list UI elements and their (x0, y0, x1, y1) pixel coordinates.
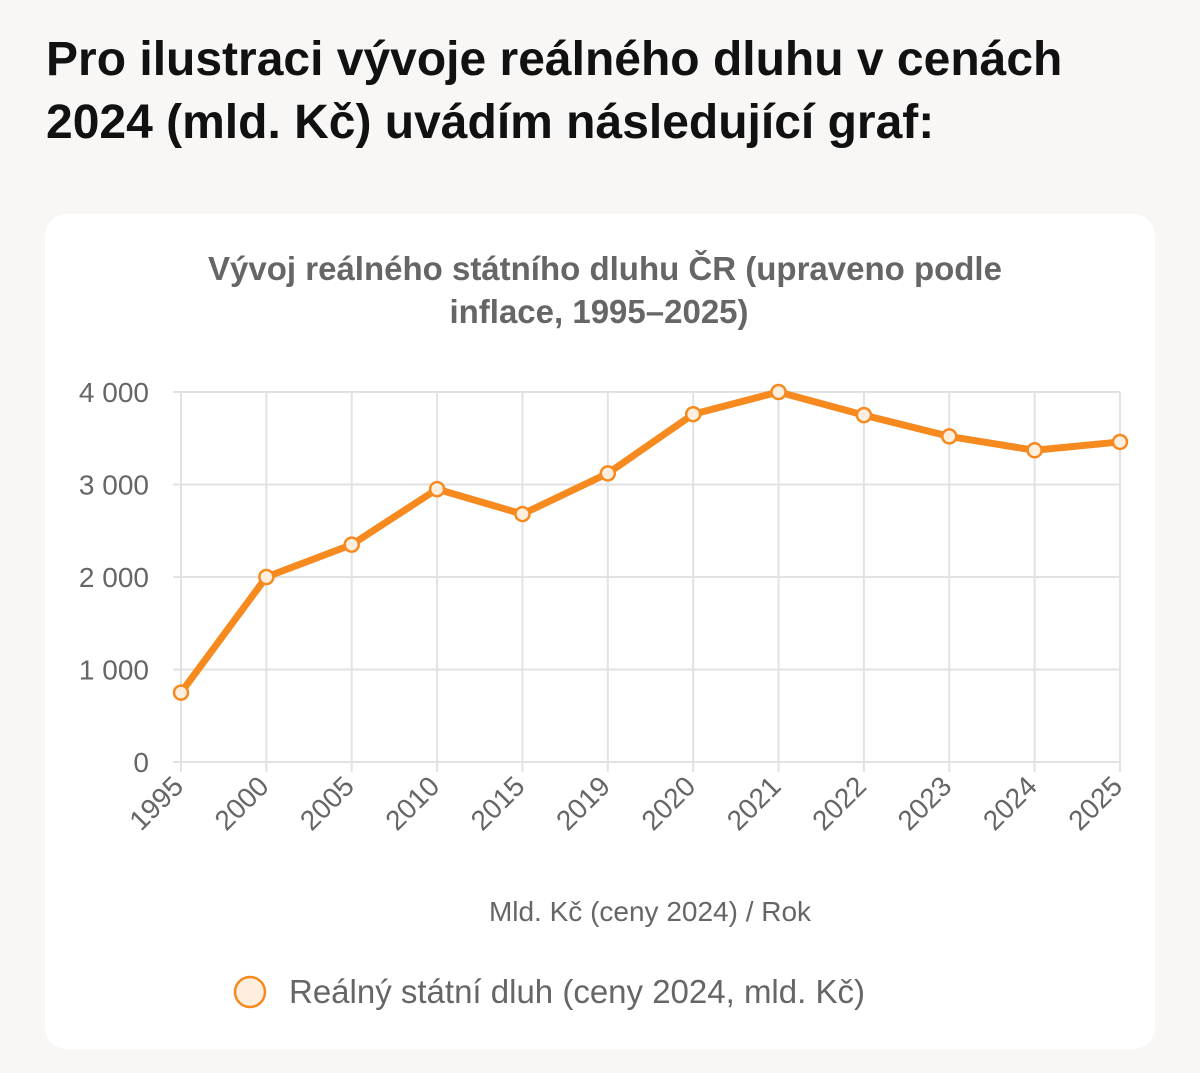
x-tick-label: 2000 (209, 770, 275, 836)
x-tick-label: 2021 (721, 770, 787, 836)
x-axis-ticks: 1995 2000 2005 2010 2015 2019 2020 2021 2022 2023… (123, 770, 1128, 836)
x-tick-label: 2020 (635, 770, 701, 836)
y-tick-label: 2 000 (79, 562, 149, 593)
x-tick-label: 2023 (892, 770, 958, 836)
y-tick-label: 3 000 (79, 470, 149, 501)
x-tick-label: 2019 (550, 770, 616, 836)
series-layer (172, 383, 1129, 701)
data-point[interactable] (258, 568, 275, 586)
chart-card: Vývoj reálného státního dluhu ČR (uprave… (45, 214, 1155, 1049)
y-tick-label: 1 000 (79, 655, 149, 686)
legend-label: Reálný státní dluh (ceny 2024, mld. Kč) (289, 973, 865, 1010)
x-tick-label: 2025 (1062, 770, 1128, 836)
y-tick-label: 4 000 (79, 377, 149, 408)
line-chart: Vývoj reálného státního dluhu ČR (uprave… (79, 249, 1129, 1010)
x-tick-label: 2024 (977, 770, 1043, 836)
intro-heading: Pro ilustraci vývoje reálného dluhu v ce… (46, 33, 1063, 149)
chart-title-line-1: Vývoj reálného státního dluhu ČR (uprave… (208, 249, 1002, 287)
chart-title-line-2: inflace, 1995–2025) (449, 293, 748, 330)
data-point[interactable] (684, 405, 702, 423)
legend-marker (233, 975, 267, 1009)
y-tick-label: 0 (133, 747, 149, 778)
x-tick-label: 2005 (294, 770, 360, 836)
y-axis-ticks: 0 1 000 2 000 3 000 4 000 (79, 377, 149, 778)
data-point[interactable] (599, 465, 617, 482)
x-tick-label: 2015 (465, 770, 531, 836)
x-tick-label: 2010 (379, 770, 445, 836)
grid-lines (173, 391, 1121, 772)
data-point[interactable] (1111, 433, 1129, 451)
data-point[interactable] (514, 505, 531, 523)
x-axis-label: Mld. Kč (ceny 2024) / Rok (489, 896, 812, 927)
data-point[interactable] (343, 536, 360, 553)
data-point[interactable] (428, 480, 446, 498)
x-tick-label: 1995 (123, 770, 189, 836)
data-point[interactable] (941, 428, 958, 445)
legend[interactable]: Reálný státní dluh (ceny 2024, mld. Kč) (233, 973, 865, 1010)
data-point[interactable] (172, 684, 190, 701)
data-point[interactable] (855, 406, 873, 424)
x-tick-label: 2022 (806, 770, 872, 836)
data-point[interactable] (770, 383, 787, 401)
data-point[interactable] (1026, 442, 1043, 459)
series-line (177, 388, 1124, 697)
